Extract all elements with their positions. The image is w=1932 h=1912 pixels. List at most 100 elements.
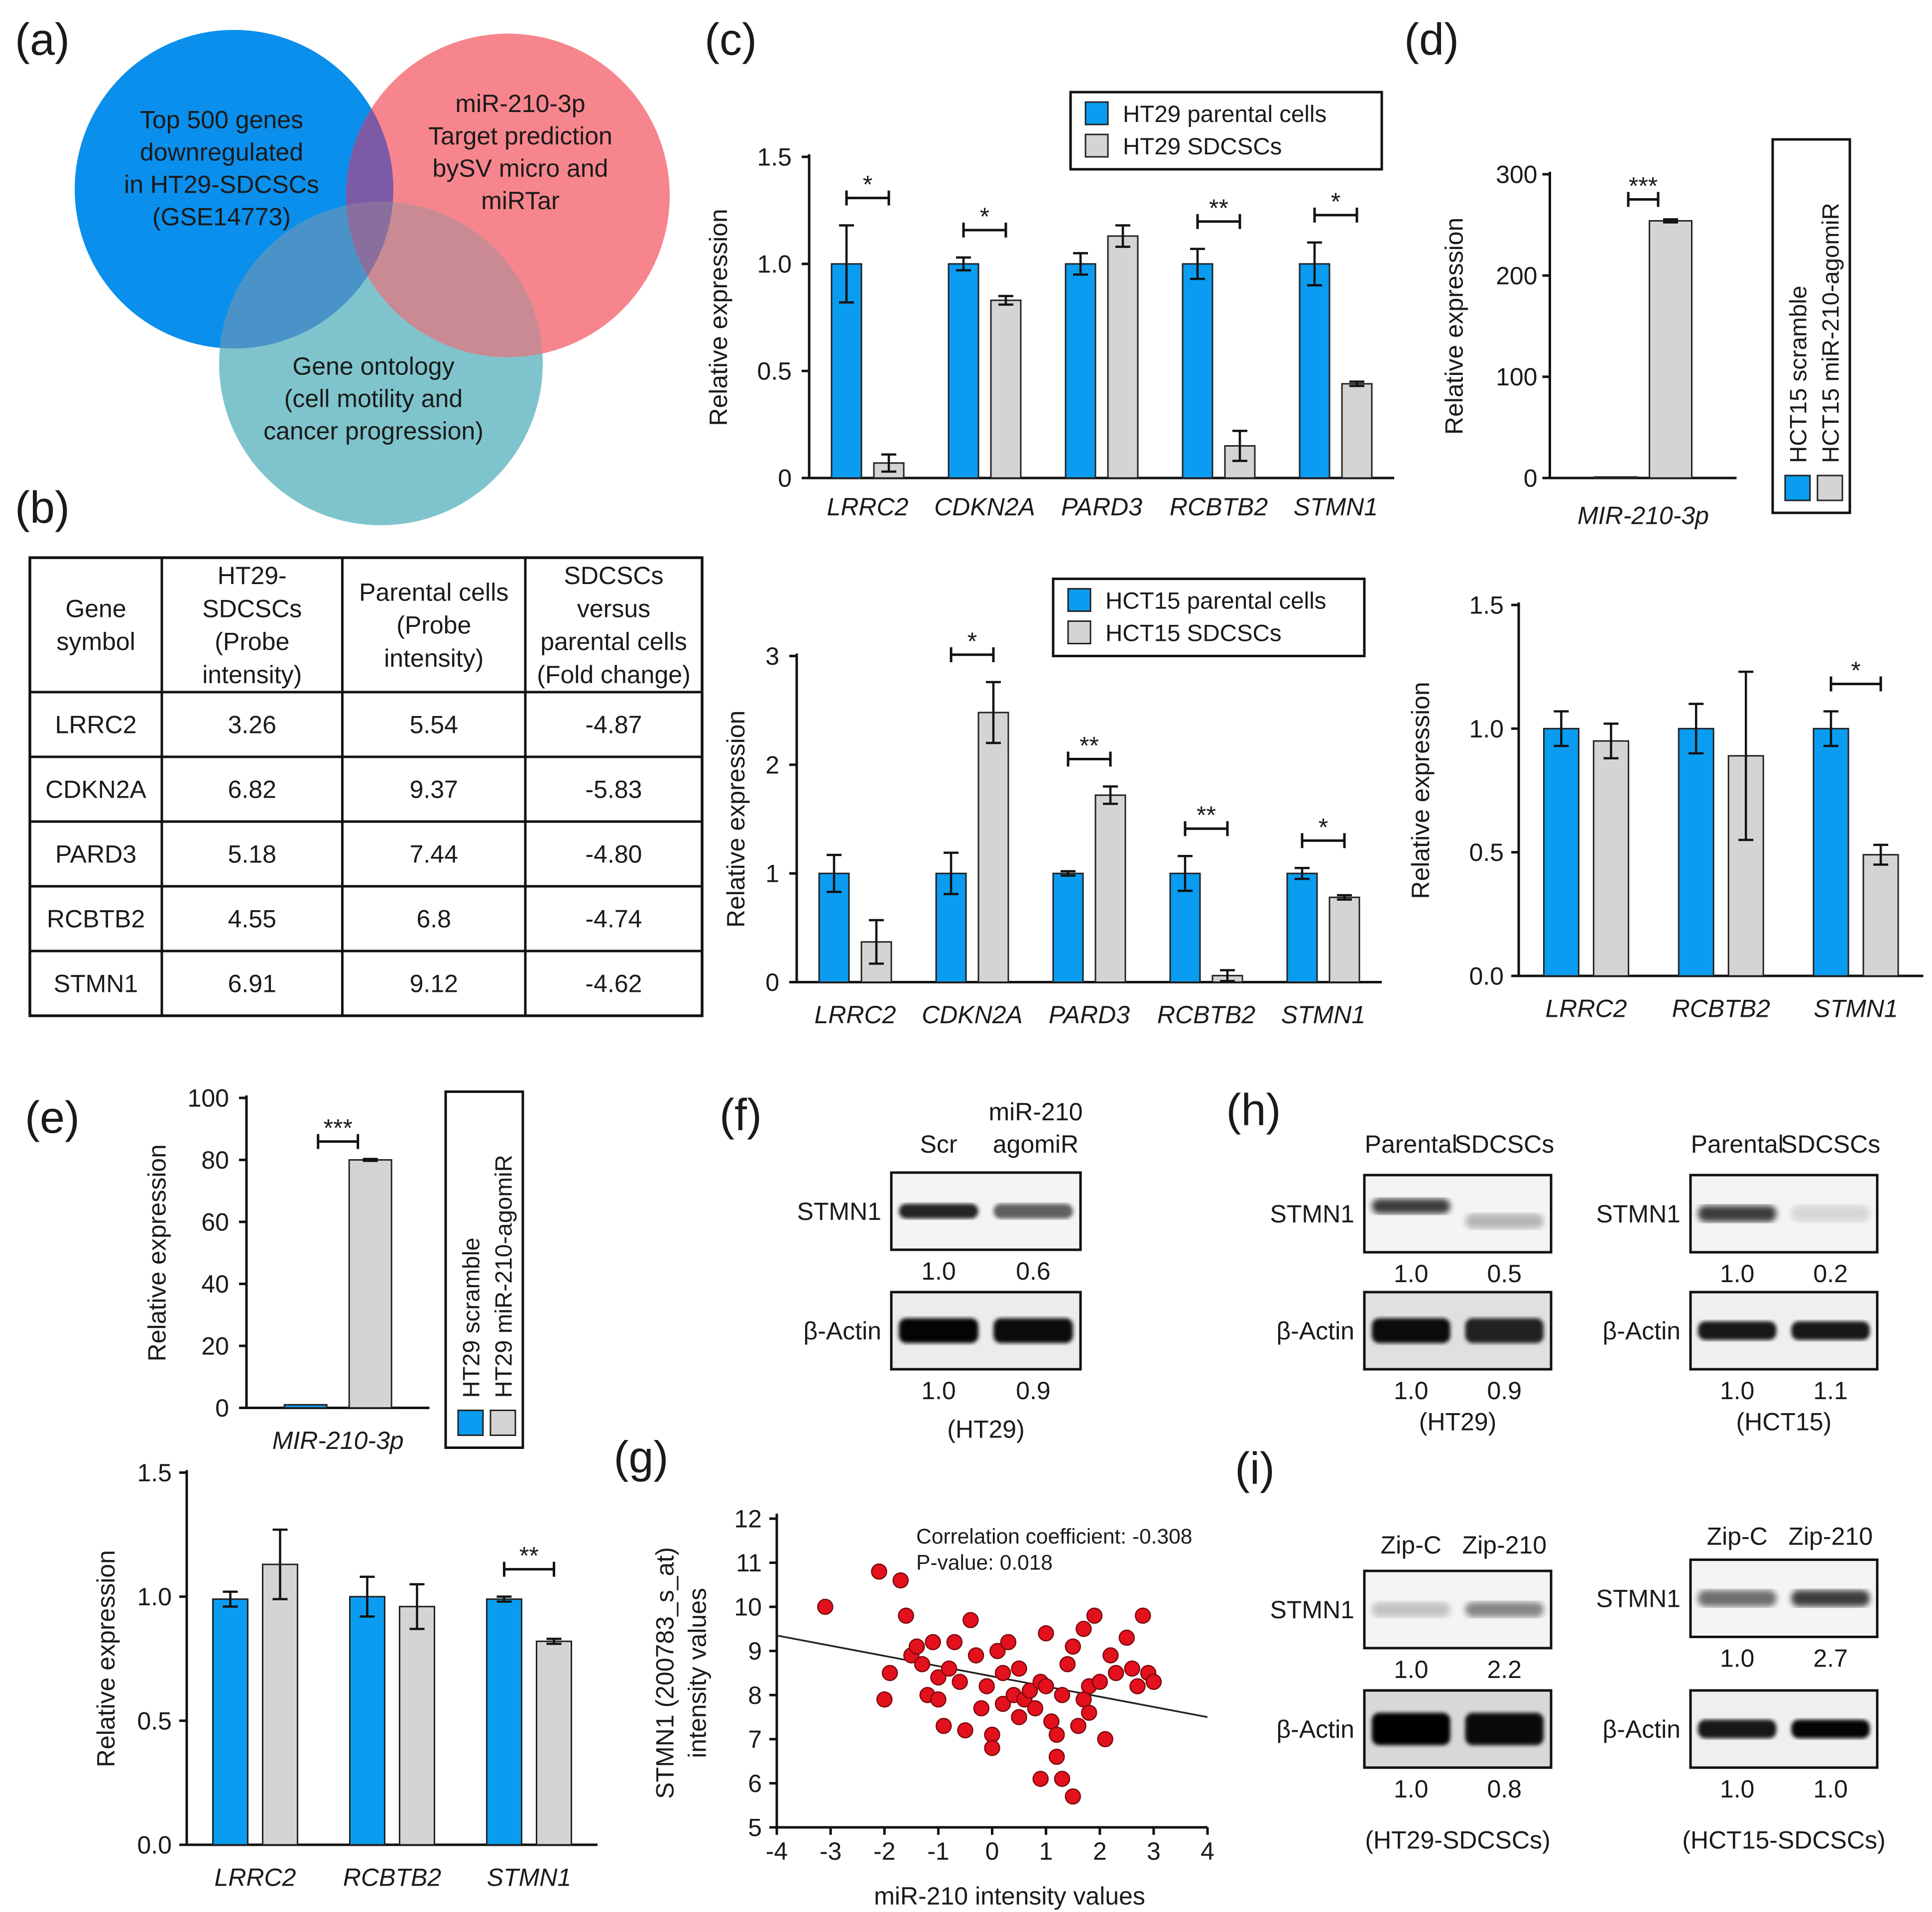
venn-b-line3: bySV micro and — [433, 154, 608, 182]
table-header-text: intensity) — [384, 644, 483, 672]
scatter-point — [1134, 1607, 1151, 1624]
gene-table: Gene symbol HT29- SDCSCs (Probe intensity) Par… — [28, 556, 704, 1017]
blot-column-label: SDCSCs — [1781, 1130, 1880, 1158]
pvalue-annotation: P-value: 0.018 — [916, 1552, 1053, 1575]
bar — [1812, 727, 1849, 977]
blot-quant-value: 1.0 — [1813, 1775, 1848, 1803]
blot-row-label: STMN1 — [1596, 1200, 1681, 1228]
scatter-point — [817, 1598, 834, 1615]
scatter-point — [941, 1660, 958, 1677]
legend-label: HCT15 scramble — [1786, 286, 1812, 463]
blot-band — [1465, 1602, 1544, 1617]
scatter-point — [925, 1634, 941, 1651]
venn-b-line1: miR-210-3p — [455, 90, 585, 118]
table-value-cell: -5.83 — [586, 776, 642, 804]
significance-label: * — [1319, 813, 1328, 841]
x-category-label: RCBTB2 — [343, 1864, 441, 1892]
bar — [536, 1640, 572, 1846]
y-tick-label: 1.5 — [757, 143, 792, 171]
table-header-text: symbol — [56, 628, 135, 656]
y-tick-label: 3 — [765, 642, 779, 670]
significance-label: * — [980, 203, 989, 231]
bar — [486, 1598, 522, 1846]
x-tick-label: 1 — [1039, 1837, 1053, 1865]
table-value-cell: -4.80 — [586, 840, 642, 868]
y-tick-label: 0 — [765, 968, 779, 996]
table-header-text: (Probe — [396, 611, 471, 639]
blot-column-label: Parental — [1365, 1130, 1457, 1158]
blot-column-label: Parental — [1691, 1130, 1784, 1158]
scatter-point — [1054, 1771, 1071, 1787]
blot-row-label: β-Actin — [1276, 1715, 1354, 1743]
scatter-point — [1011, 1660, 1027, 1677]
legend-box — [1052, 578, 1366, 657]
x-tick-label: 3 — [1147, 1837, 1161, 1865]
y-tick-label: 0 — [215, 1394, 229, 1422]
x-category-label: STMN1 — [487, 1864, 571, 1892]
scatter-point — [1049, 1726, 1065, 1743]
panel-d-letter: (d) — [1404, 15, 1459, 65]
y-tick-label: 0 — [778, 465, 792, 492]
blot-cell-label: (HT29-SDCSCs) — [1365, 1826, 1550, 1854]
blot-row-label: STMN1 — [1270, 1596, 1354, 1624]
x-category-label: CDKN2A — [934, 493, 1035, 521]
venn-a-line2: downregulated — [140, 138, 303, 166]
x-tick-label: -3 — [820, 1837, 842, 1865]
scatter-point — [1027, 1700, 1044, 1717]
x-category-label: CDKN2A — [922, 1001, 1023, 1029]
y-tick-label: 300 — [1496, 161, 1537, 189]
blot-quant-value: 1.0 — [1394, 1377, 1429, 1405]
panel-g-letter: (g) — [614, 1433, 669, 1483]
scatter-point — [1118, 1629, 1135, 1646]
scatter-point — [881, 1665, 898, 1681]
x-category-label: LRRC2 — [827, 493, 909, 521]
venn-b-line4: miRTar — [481, 187, 559, 215]
bar — [1052, 872, 1084, 983]
y-tick-label: 0.5 — [1469, 838, 1504, 866]
blot-row-label: β-Actin — [1602, 1715, 1681, 1743]
blot-row-label: β-Actin — [803, 1317, 881, 1345]
scatter-point — [1081, 1704, 1097, 1721]
y-axis-label: Relative expression — [92, 1550, 120, 1767]
blot-quant-value: 1.0 — [1394, 1775, 1429, 1803]
legend-swatch — [457, 1410, 484, 1436]
x-category-label: LRRC2 — [1545, 995, 1627, 1023]
significance-label: ** — [519, 1542, 539, 1570]
blot-band — [1698, 1205, 1777, 1222]
table-value-cell: 7.44 — [410, 840, 458, 868]
significance-label: * — [863, 171, 872, 199]
bar — [1592, 740, 1629, 977]
blot-column-label: Scr — [920, 1130, 958, 1158]
legend-swatch — [1784, 475, 1811, 501]
significance-label: *** — [324, 1114, 353, 1142]
legend-swatch — [1085, 101, 1109, 125]
blot-row-label: STMN1 — [1270, 1200, 1354, 1228]
blot-quant-value: 2.7 — [1813, 1645, 1848, 1673]
panel-e-letter: (e) — [25, 1093, 80, 1143]
panel-c-letter: (c) — [705, 15, 757, 65]
y-axis-label: Relative expression — [1441, 218, 1468, 435]
blot-f: Scr miR-210 agomiR STMN1 1.0 0.6 β-Actin 1.0 0.9… — [797, 1098, 1083, 1443]
x-category-label: MIR-210-3p — [272, 1427, 404, 1454]
table-value-cell: 3.26 — [228, 711, 276, 739]
chart-c-top: 0 0.5 1.0 1.5 Relative expression * LRRC2 * CDKN… — [705, 91, 1394, 521]
blot-column-label: Zip-C — [1707, 1523, 1768, 1551]
significance-label: *** — [1629, 172, 1658, 200]
bar — [1107, 235, 1139, 479]
legend-swatch — [1067, 588, 1091, 612]
blot-quant-value: 0.6 — [1016, 1257, 1051, 1285]
legend-swatch — [489, 1410, 516, 1436]
venn-c-line2: (cell motility and — [284, 385, 463, 413]
scatter-point — [994, 1695, 1011, 1712]
y-tick-label: 0.5 — [757, 358, 792, 385]
chart-d-bottom: 0.0 0.5 1.0 1.5 Relative expression LRRC2 RCBT… — [1407, 592, 1924, 1023]
blot-quant-value: 0.9 — [1487, 1377, 1522, 1405]
bar — [349, 1596, 385, 1846]
y-tick-label: 1.0 — [137, 1583, 172, 1611]
y-tick-label: 0.0 — [137, 1831, 172, 1859]
blot-band — [1372, 1198, 1450, 1214]
scatter-point — [1065, 1638, 1081, 1655]
